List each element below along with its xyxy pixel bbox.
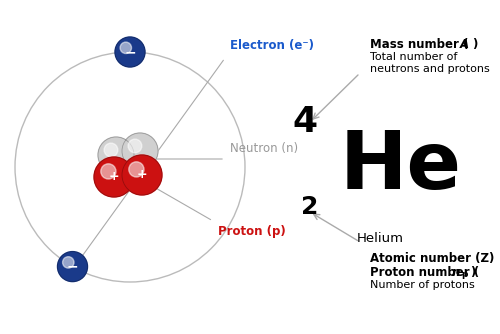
Text: neutrons and protons: neutrons and protons bbox=[370, 64, 490, 74]
Circle shape bbox=[129, 162, 144, 177]
Text: Mass number (: Mass number ( bbox=[370, 38, 468, 51]
Circle shape bbox=[98, 137, 134, 173]
Circle shape bbox=[115, 37, 145, 67]
Circle shape bbox=[122, 155, 162, 195]
Text: Proton number (: Proton number ( bbox=[370, 266, 479, 279]
Text: ): ) bbox=[470, 266, 476, 279]
Text: Proton (p): Proton (p) bbox=[218, 225, 286, 238]
Text: Number of protons: Number of protons bbox=[370, 280, 475, 290]
Text: Neutron (n): Neutron (n) bbox=[230, 142, 298, 155]
Text: +: + bbox=[136, 168, 147, 181]
Text: ): ) bbox=[472, 38, 478, 51]
Text: Atomic number (Z): Atomic number (Z) bbox=[370, 252, 494, 265]
Circle shape bbox=[62, 257, 74, 268]
Text: n: n bbox=[452, 266, 460, 279]
Text: 4: 4 bbox=[293, 105, 318, 139]
Text: Electron (e⁻): Electron (e⁻) bbox=[230, 39, 314, 52]
Text: −: − bbox=[124, 45, 136, 59]
Text: −: − bbox=[66, 260, 78, 274]
Text: Helium: Helium bbox=[356, 232, 404, 245]
Circle shape bbox=[101, 164, 116, 179]
Text: p: p bbox=[461, 270, 468, 279]
Circle shape bbox=[128, 139, 142, 153]
Text: +: + bbox=[108, 170, 120, 183]
Circle shape bbox=[122, 133, 158, 169]
Circle shape bbox=[120, 42, 132, 53]
Text: 2: 2 bbox=[300, 195, 318, 219]
Circle shape bbox=[104, 143, 118, 157]
Text: Total number of: Total number of bbox=[370, 52, 458, 62]
Circle shape bbox=[58, 252, 88, 282]
Text: He: He bbox=[340, 128, 462, 206]
Circle shape bbox=[94, 157, 134, 197]
Text: A: A bbox=[460, 38, 469, 51]
